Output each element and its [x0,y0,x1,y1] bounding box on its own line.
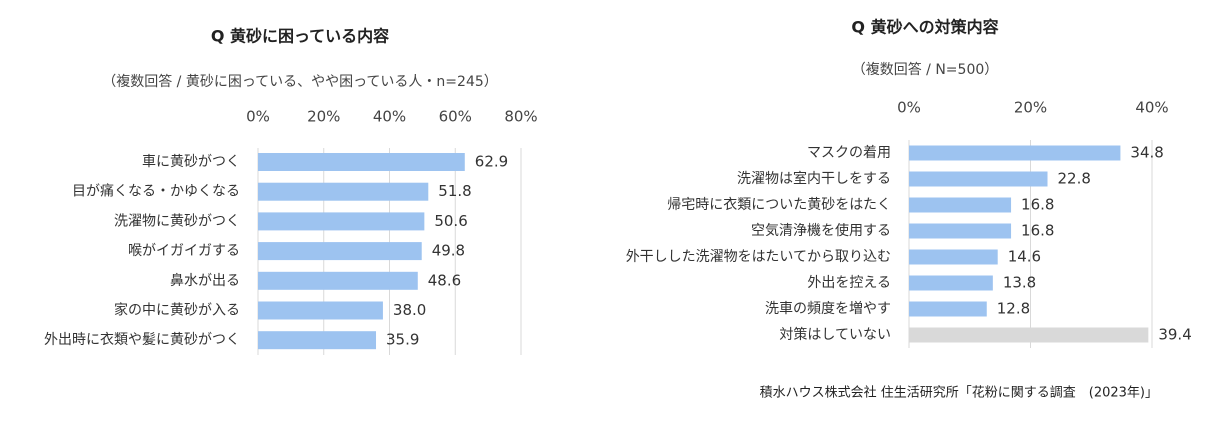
category-label: マスクの着用 [807,145,891,161]
value-label: 48.6 [428,271,461,289]
bar [909,327,1149,343]
x-tick-label: 20% [307,108,340,126]
x-tick-label: 40% [373,108,406,126]
category-label: 車に黄砂がつく [142,153,240,170]
x-tick-label: 80% [504,108,537,126]
bar [909,197,1012,213]
bar [909,145,1121,161]
x-tick-label: 60% [439,108,472,126]
source: 積水ハウス株式会社 住生活研究所「花粉に関する調査 (2023年)」 [760,385,1158,401]
bar [258,271,418,290]
value-label: 12.8 [997,300,1030,318]
category-label: 外干しした洗濯物をはたいてから取り込む [626,249,891,265]
value-label: 38.0 [393,301,426,319]
category-label: 対策はしていない [779,326,891,343]
chart-title: Q 黄砂への対策内容 [851,18,998,37]
value-label: 62.9 [475,153,508,171]
category-label: 家の中に黄砂が入る [114,302,240,319]
bar [258,153,465,171]
bar [258,301,383,320]
value-label: 22.8 [1058,170,1091,188]
value-label: 16.8 [1021,222,1054,240]
category-label: 洗濯物に黄砂がつく [114,212,240,229]
category-label: 外出を控える [807,275,891,291]
bar [258,182,429,201]
category-label: 外出時に衣類や髪に黄砂がつく [44,331,240,348]
category-label: 喉がイガイガする [128,243,240,259]
category-label: 目が痛くなる・かゆくなる [72,183,240,200]
value-label: 51.8 [438,182,471,200]
category-label: 帰宅時に衣類についた黄砂をはたく [667,196,891,213]
category-label: 空気清浄機を使用する [751,222,891,239]
chart-subtitle: （複数回答 / 黄砂に困っている、やや困っている人・n=245） [102,73,498,90]
x-tick-label: 40% [1135,99,1168,117]
category-label: 洗車の頻度を増やす [765,300,891,317]
value-label: 39.4 [1158,326,1191,344]
bar [909,171,1048,187]
x-tick-label: 20% [1014,99,1047,117]
value-label: 50.6 [434,212,467,230]
value-label: 14.6 [1008,248,1041,266]
bar [909,301,987,317]
x-tick-label: 0% [897,99,921,117]
value-label: 49.8 [432,242,465,260]
x-tick-label: 0% [246,108,270,126]
bar [258,331,377,350]
bar [909,275,993,291]
category-label: 洗濯物は室内干しをする [737,170,891,187]
value-label: 16.8 [1021,196,1054,214]
bar [258,242,422,261]
bar [909,223,1012,239]
value-label: 35.9 [386,331,419,349]
value-label: 34.8 [1130,144,1163,162]
category-label: 鼻水が出る [170,272,240,289]
chart-title: Q 黄砂に困っている内容 [211,27,389,46]
bar [909,249,998,265]
value-label: 13.8 [1003,274,1036,292]
chart-subtitle: （複数回答 / N=500） [852,61,999,78]
bar [258,212,425,231]
